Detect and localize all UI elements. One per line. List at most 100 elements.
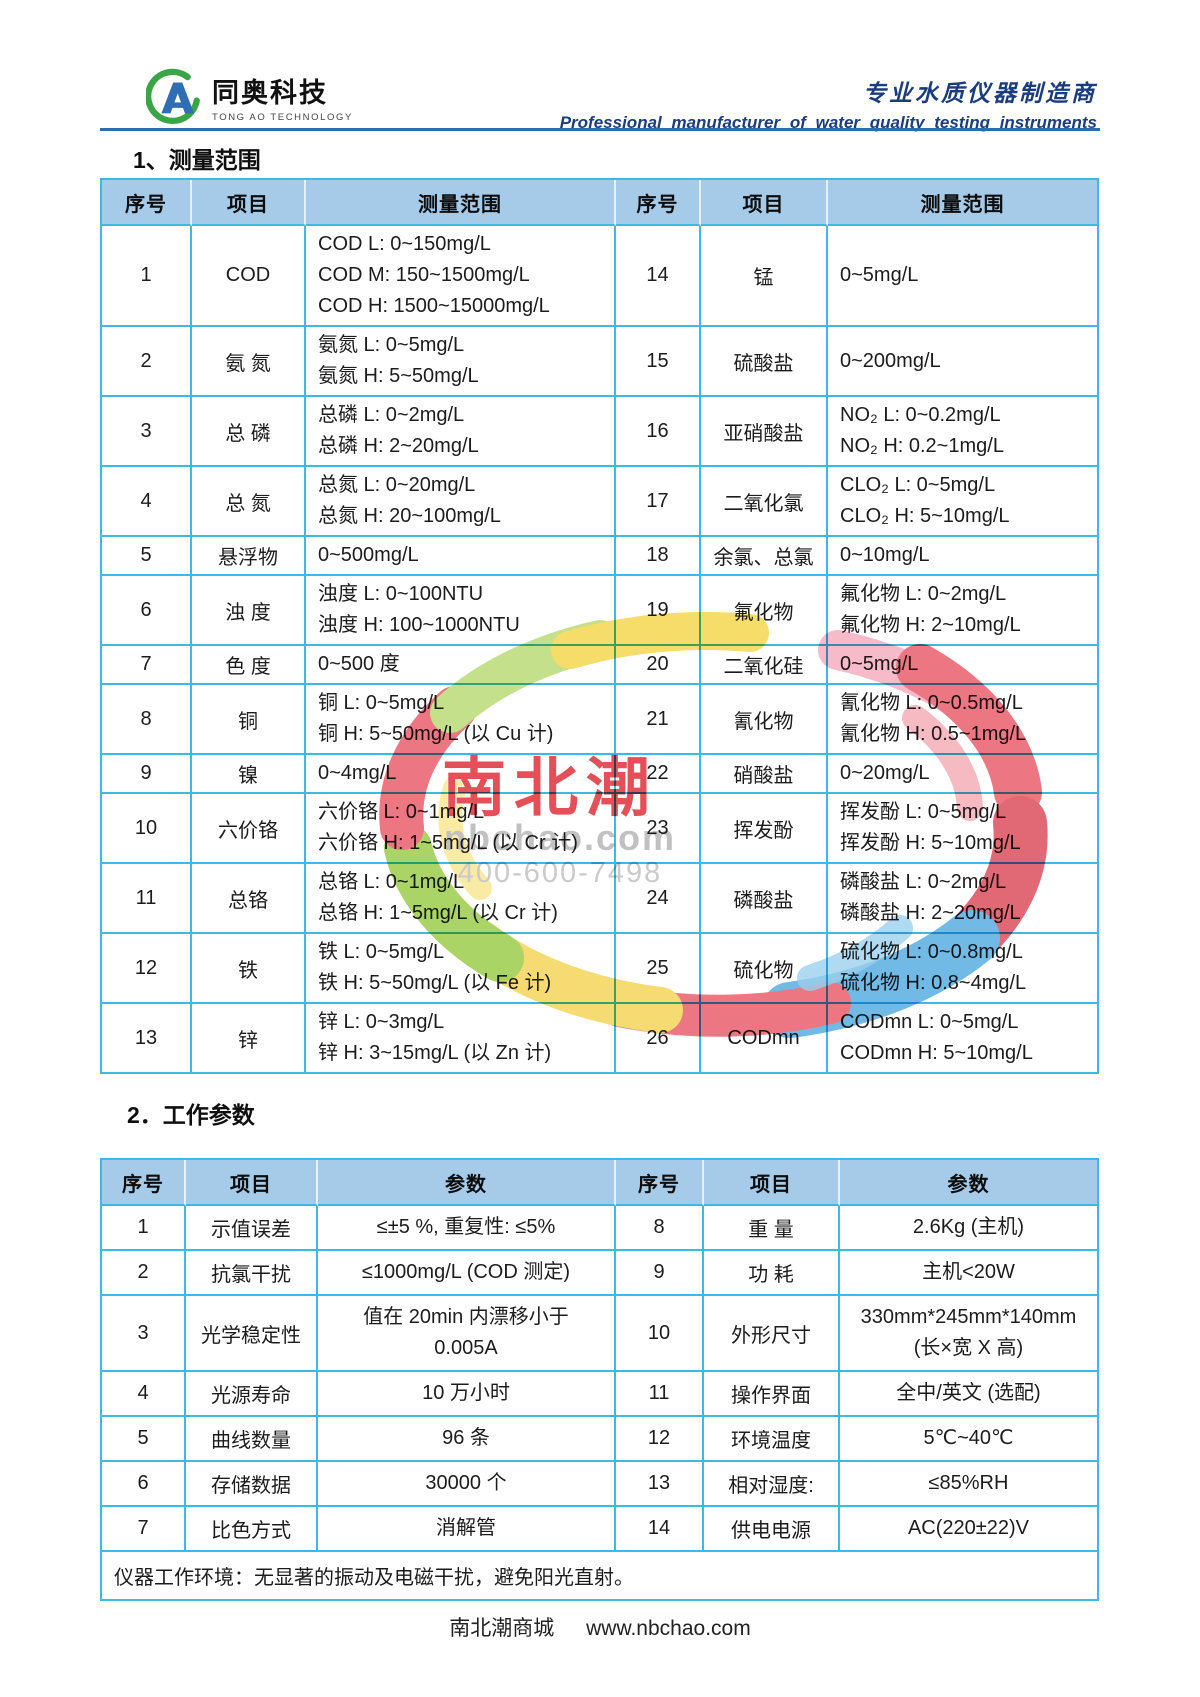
index-cell: 4 xyxy=(102,467,192,537)
range-cell: 磷酸盐 L: 0~2mg/L 磷酸盐 H: 2~20mg/L xyxy=(828,864,1099,934)
item-cell: CODmn xyxy=(701,1004,828,1074)
table-header-cell: 序号 xyxy=(616,180,701,226)
logo: 同奥科技 TONG AO TECHNOLOGY xyxy=(146,68,353,126)
param-cell: 30000 个 xyxy=(318,1462,616,1507)
param-cell: ≤±5 %, 重复性: ≤5% xyxy=(318,1206,616,1251)
table-header-cell: 项目 xyxy=(701,180,828,226)
table-header-cell: 序号 xyxy=(102,180,192,226)
value-line: 全中/英文 (选配) xyxy=(896,1382,1041,1404)
range-cell: 六价铬 L: 0~1mg/L 六价铬 H: 1~5mg/L (以 Cr 计) xyxy=(306,794,616,864)
index-cell: 8 xyxy=(616,1206,704,1251)
value-line: 0~500mg/L xyxy=(318,544,419,566)
page-footer: 南北潮商城 www.nbchao.com xyxy=(0,1612,1200,1642)
index-cell: 17 xyxy=(616,467,701,537)
range-cell: 铁 L: 0~5mg/L 铁 H: 5~50mg/L (以 Fe 计) xyxy=(306,934,616,1004)
value-line: 0~5mg/L xyxy=(840,264,919,286)
index-cell: 26 xyxy=(616,1004,701,1074)
value-line: (长×宽 X 高) xyxy=(913,1337,1024,1359)
param-cell: ≤85%RH xyxy=(840,1462,1099,1507)
index-cell: 22 xyxy=(616,755,701,794)
item-cell: 总 磷 xyxy=(192,397,306,467)
table-header-cell: 测量范围 xyxy=(306,180,616,226)
item-cell: 氰化物 xyxy=(701,685,828,755)
index-cell: 21 xyxy=(616,685,701,755)
index-cell: 1 xyxy=(102,1206,186,1251)
index-cell: 6 xyxy=(102,576,192,646)
value-line: 氟化物 H: 2~10mg/L xyxy=(840,614,1021,636)
tongao-logo-icon xyxy=(146,68,200,124)
value-line: CODmn L: 0~5mg/L xyxy=(840,1011,1019,1033)
value-line: 0~500 度 xyxy=(318,653,400,675)
slogan: 专业水质仪器制造商 Professional manufacturer of w… xyxy=(560,74,1097,133)
param-cell: 值在 20min 内漂移小于 0.005A xyxy=(318,1296,616,1372)
index-cell: 1 xyxy=(102,226,192,327)
item-cell: 操作界面 xyxy=(704,1372,840,1417)
section1-title: 1、测量范围 xyxy=(133,147,261,173)
section2-title: 2．工作参数 xyxy=(127,1102,255,1128)
table-header-cell: 测量范围 xyxy=(828,180,1099,226)
footer-site-name: 南北潮商城 xyxy=(449,1617,555,1640)
param-cell: 消解管 xyxy=(318,1507,616,1552)
value-line: 0~20mg/L xyxy=(840,762,930,784)
index-cell: 12 xyxy=(616,1417,704,1462)
range-cell: 0~500 度 xyxy=(306,646,616,685)
param-cell: 5℃~40℃ xyxy=(840,1417,1099,1462)
index-cell: 10 xyxy=(102,794,192,864)
table-header-cell: 项目 xyxy=(704,1160,840,1206)
item-cell: 磷酸盐 xyxy=(701,864,828,934)
range-cell: 浊度 L: 0~100NTU 浊度 H: 100~1000NTU xyxy=(306,576,616,646)
item-cell: 供电电源 xyxy=(704,1507,840,1552)
environment-note: 仪器工作环境：无显著的振动及电磁干扰，避免阳光直射。 xyxy=(102,1552,1099,1601)
index-cell: 2 xyxy=(102,1251,186,1296)
range-cell: 硫化物 L: 0~0.8mg/L 硫化物 H: 0.8~4mg/L xyxy=(828,934,1099,1004)
item-cell: 功 耗 xyxy=(704,1251,840,1296)
index-cell: 9 xyxy=(616,1251,704,1296)
index-cell: 2 xyxy=(102,327,192,397)
value-line: COD M: 150~1500mg/L xyxy=(318,264,530,286)
param-cell: 10 万小时 xyxy=(318,1372,616,1417)
value-line: 硫化物 L: 0~0.8mg/L xyxy=(840,941,1023,963)
value-line: 氨氮 H: 5~50mg/L xyxy=(318,365,479,387)
table-header-cell: 参数 xyxy=(840,1160,1099,1206)
value-line: 锌 L: 0~3mg/L xyxy=(318,1011,445,1033)
range-cell: 0~5mg/L xyxy=(828,646,1099,685)
range-cell: COD L: 0~150mg/L COD M: 150~1500mg/L COD H… xyxy=(306,226,616,327)
value-line: 0~200mg/L xyxy=(840,349,941,372)
item-cell: 光源寿命 xyxy=(186,1372,318,1417)
range-cell: 0~500mg/L xyxy=(306,537,616,576)
index-cell: 10 xyxy=(616,1296,704,1372)
index-cell: 16 xyxy=(616,397,701,467)
item-cell: 示值误差 xyxy=(186,1206,318,1251)
range-cell: CODmn L: 0~5mg/L CODmn H: 5~10mg/L xyxy=(828,1004,1099,1074)
param-cell: 96 条 xyxy=(318,1417,616,1462)
value-line: 铜 H: 5~50mg/L (以 Cu 计) xyxy=(318,723,554,745)
item-cell: 硫化物 xyxy=(701,934,828,1004)
index-cell: 11 xyxy=(616,1372,704,1417)
item-cell: 氨 氮 xyxy=(192,327,306,397)
value-line: 5℃~40℃ xyxy=(923,1427,1014,1449)
range-cell: 0~10mg/L xyxy=(828,537,1099,576)
value-line: 消解管 xyxy=(436,1517,496,1539)
value-line: AC(220±22)V xyxy=(907,1517,1030,1539)
param-cell: AC(220±22)V xyxy=(840,1507,1099,1552)
item-cell: 二氧化氯 xyxy=(701,467,828,537)
range-cell: 总铬 L: 0~1mg/L 总铬 H: 1~5mg/L (以 Cr 计) xyxy=(306,864,616,934)
value-line: 氟化物 L: 0~2mg/L xyxy=(840,583,1007,605)
range-cell: 氨氮 L: 0~5mg/L 氨氮 H: 5~50mg/L xyxy=(306,327,616,397)
value-line: ≤85%RH xyxy=(928,1472,1009,1494)
range-cell: 总氮 L: 0~20mg/L 总氮 H: 20~100mg/L xyxy=(306,467,616,537)
range-cell: 0~20mg/L xyxy=(828,755,1099,794)
param-cell: 2.6Kg (主机) xyxy=(840,1206,1099,1251)
slogan-cn: 专业水质仪器制造商 xyxy=(863,80,1097,106)
value-line: 铁 H: 5~50mg/L (以 Fe 计) xyxy=(318,972,552,994)
index-cell: 13 xyxy=(616,1462,704,1507)
working-parameters-table: 序号 项目 参数 序号 项目 参数 1 示值误差 ≤±5 %, 重复性: ≤5% 8 重 量 2.6K… xyxy=(100,1158,1099,1601)
item-cell: 相对湿度: xyxy=(704,1462,840,1507)
value-line: 0~4mg/L xyxy=(318,762,397,784)
item-cell: COD xyxy=(192,226,306,327)
value-line: 六价铬 L: 0~1mg/L xyxy=(318,801,485,823)
value-line: COD H: 1500~15000mg/L xyxy=(318,295,550,317)
index-cell: 13 xyxy=(102,1004,192,1074)
index-cell: 20 xyxy=(616,646,701,685)
index-cell: 23 xyxy=(616,794,701,864)
